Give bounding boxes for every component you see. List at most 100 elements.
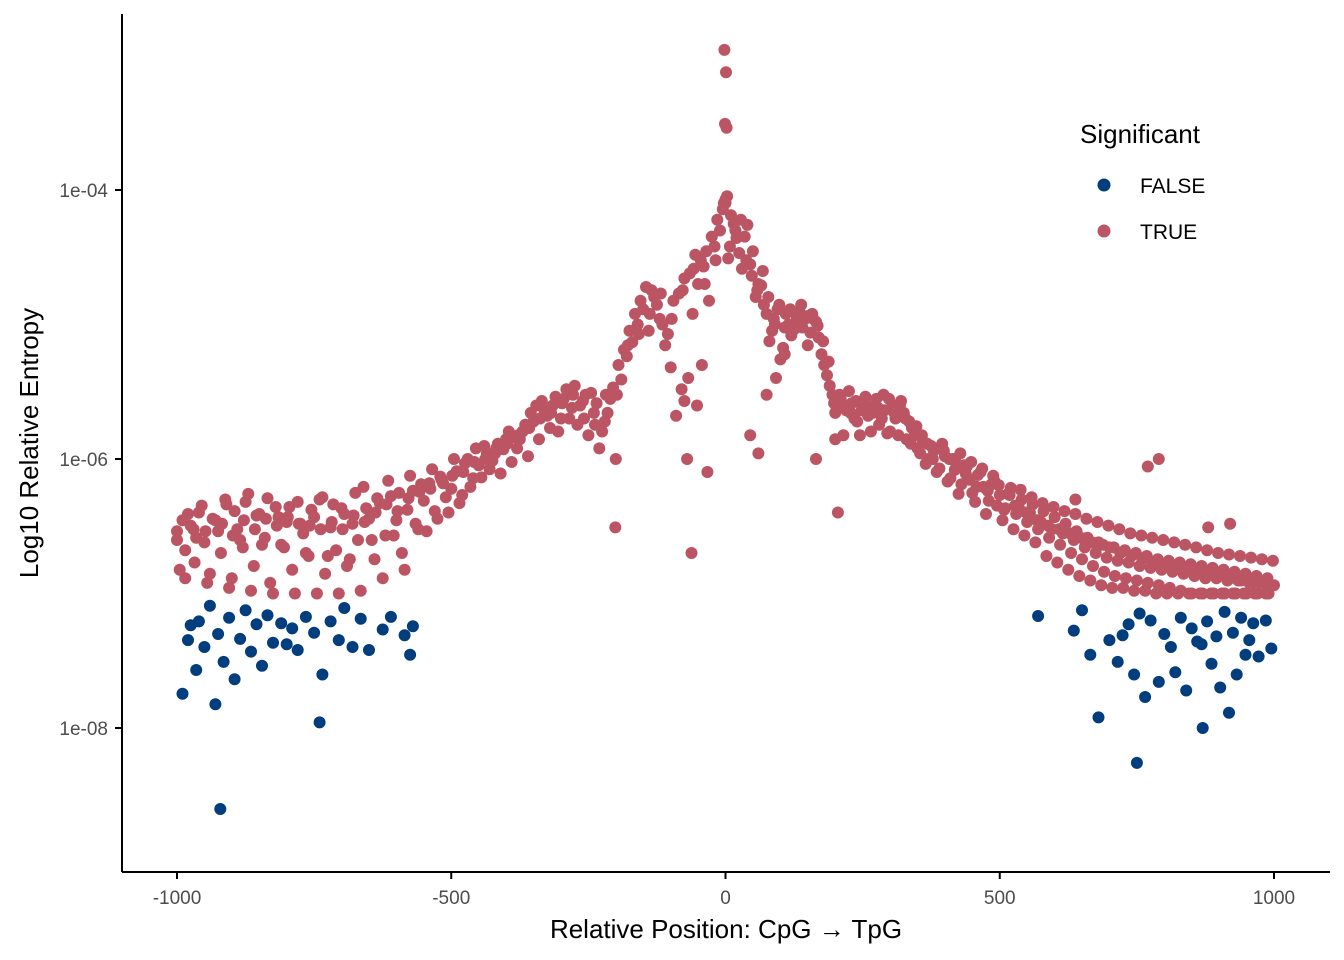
y-tick-label: 1e-08 bbox=[59, 719, 108, 740]
scatter-point-true bbox=[1069, 508, 1082, 520]
scatter-point-false bbox=[1116, 629, 1129, 642]
scatter-point-false bbox=[1076, 604, 1088, 617]
scatter-point-true bbox=[654, 287, 667, 300]
scatter-point-true bbox=[336, 523, 349, 536]
scatter-point-true bbox=[686, 307, 699, 320]
scatter-point-true bbox=[1184, 558, 1197, 571]
scatter-point-false bbox=[308, 626, 321, 639]
scatter-point-false bbox=[1205, 657, 1218, 670]
scatter-point-true bbox=[206, 512, 219, 525]
legend: Significant FALSE TRUE bbox=[1080, 119, 1205, 244]
scatter-point-true bbox=[501, 437, 514, 450]
scatter-point-true bbox=[670, 409, 683, 422]
scatter-point-true bbox=[369, 506, 382, 519]
scatter-point-true bbox=[738, 230, 751, 243]
scatter-point-true bbox=[661, 328, 674, 340]
scatter-point-true bbox=[914, 447, 927, 460]
scatter-point-true bbox=[1053, 523, 1065, 536]
scatter-point-true bbox=[1036, 497, 1049, 510]
scatter-point-true bbox=[760, 388, 773, 401]
scatter-point-true bbox=[267, 587, 279, 600]
scatter-point-true bbox=[970, 480, 983, 493]
scatter-point-true bbox=[1179, 538, 1192, 551]
scatter-point-true bbox=[1234, 550, 1246, 562]
scatter-point-true bbox=[980, 508, 992, 520]
scatter-point-true bbox=[729, 224, 742, 237]
scatter-point-true bbox=[1007, 523, 1020, 536]
scatter-point-true bbox=[417, 494, 430, 507]
scatter-point-false bbox=[1084, 648, 1097, 661]
scatter-point-true bbox=[751, 284, 764, 297]
scatter-point-false bbox=[404, 648, 417, 661]
scatter-point-true bbox=[734, 213, 747, 226]
scatter-point-false bbox=[1223, 706, 1235, 719]
scatter-point-true bbox=[171, 534, 183, 546]
scatter-point-true bbox=[409, 517, 422, 530]
scatter-point-true bbox=[398, 563, 411, 576]
scatter-point-true bbox=[505, 456, 518, 468]
scatter-point-true bbox=[601, 406, 614, 419]
scatter-point-true bbox=[1107, 541, 1120, 554]
scatter-point-true bbox=[1091, 516, 1104, 528]
scatter-point-true bbox=[226, 529, 239, 542]
scatter-point-true bbox=[420, 525, 433, 538]
scatter-point-true bbox=[453, 497, 466, 510]
scatter-point-true bbox=[789, 315, 802, 328]
scatter-point-true bbox=[709, 254, 722, 267]
scatter-point-true bbox=[457, 466, 470, 478]
scatter-point-true bbox=[390, 514, 403, 527]
scatter-point-true bbox=[910, 420, 923, 433]
scatter-point-true bbox=[1040, 550, 1053, 562]
scatter-point-false bbox=[1195, 638, 1208, 651]
scatter-point-true bbox=[1117, 581, 1130, 594]
scatter-point-false bbox=[1214, 681, 1227, 694]
scatter-point-true bbox=[1047, 501, 1060, 513]
scatter-point-true bbox=[431, 512, 444, 525]
scatter-point-true bbox=[479, 453, 492, 465]
y-tick-label: 1e-06 bbox=[59, 450, 108, 471]
scatter-point-true bbox=[187, 523, 200, 536]
scatter-point-true bbox=[1113, 523, 1126, 536]
scatter-point-true bbox=[1199, 572, 1212, 585]
scatter-point-true bbox=[332, 587, 345, 600]
scatter-point-true bbox=[850, 395, 862, 407]
scatter-point-true bbox=[941, 475, 954, 488]
scatter-point-true bbox=[176, 514, 189, 527]
scatter-point-true bbox=[391, 505, 404, 518]
scatter-point-true bbox=[171, 525, 183, 538]
scatter-point-true bbox=[223, 581, 236, 594]
scatter-point-true bbox=[881, 427, 894, 440]
x-tick-label: 1000 bbox=[1253, 888, 1295, 909]
scatter-point-true bbox=[1217, 563, 1230, 576]
scatter-point-false bbox=[1210, 630, 1223, 643]
scatter-point-true bbox=[1133, 560, 1146, 572]
scatter-point-true bbox=[1210, 572, 1223, 585]
scatter-point-true bbox=[446, 469, 459, 482]
scatter-point-true bbox=[698, 278, 711, 290]
scatter-point-true bbox=[1087, 560, 1099, 572]
scatter-point-true bbox=[216, 517, 228, 530]
x-tick-label: -1000 bbox=[153, 888, 202, 909]
scatter-point-false bbox=[384, 610, 397, 623]
scatter-point-true bbox=[269, 501, 282, 513]
scatter-point-true bbox=[533, 433, 545, 446]
scatter-point-false bbox=[1185, 622, 1198, 635]
scatter-point-true bbox=[203, 567, 216, 580]
scatter-point-true bbox=[1266, 554, 1279, 567]
scatter-point-true bbox=[524, 406, 537, 419]
scatter-point-false bbox=[1169, 666, 1182, 679]
x-tick-label: 0 bbox=[720, 888, 731, 909]
scatter-point-false bbox=[291, 644, 304, 656]
scatter-point-false bbox=[256, 659, 268, 672]
scatter-point-true bbox=[338, 508, 351, 520]
scatter-point-false bbox=[1239, 648, 1252, 661]
scatter-point-true bbox=[1224, 517, 1237, 530]
scatter-point-true bbox=[821, 369, 833, 382]
scatter-point-true bbox=[831, 506, 844, 519]
scatter-point-true bbox=[659, 339, 672, 352]
scatter-point-true bbox=[1223, 548, 1235, 561]
scatter-point-true bbox=[801, 339, 814, 352]
scatter-point-true bbox=[179, 572, 192, 585]
scatter-point-true bbox=[395, 547, 408, 559]
scatter-point-true bbox=[695, 359, 708, 371]
